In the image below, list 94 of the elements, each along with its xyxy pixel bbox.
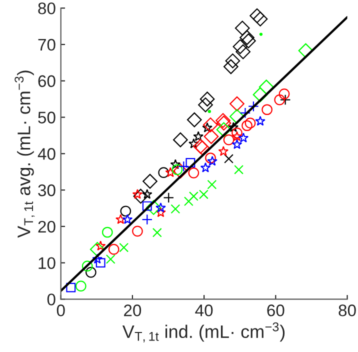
point	[102, 226, 113, 238]
point	[252, 12, 268, 26]
point	[207, 180, 217, 190]
y-tick-label: 10	[38, 257, 56, 270]
point	[234, 20, 250, 36]
point	[228, 122, 239, 132]
point	[173, 164, 188, 179]
point	[255, 116, 266, 126]
y-tick-label: 70	[38, 38, 56, 51]
point	[274, 94, 286, 106]
point	[186, 158, 196, 168]
point	[132, 226, 143, 237]
x-tick-label: 0	[56, 304, 65, 316]
point	[200, 162, 211, 172]
point	[223, 134, 234, 146]
x-axis-title: V$_{T,1t}$ ind. (mL· cm$^{−3}$)	[122, 322, 285, 342]
point	[232, 39, 248, 54]
point	[224, 154, 234, 164]
point	[108, 244, 120, 255]
point	[250, 8, 264, 24]
point	[207, 156, 218, 166]
y-tick-label: 80	[38, 2, 56, 14]
point	[248, 100, 259, 112]
point	[188, 138, 199, 148]
point	[156, 207, 166, 218]
point	[170, 159, 181, 170]
point	[184, 196, 194, 206]
point	[152, 228, 162, 238]
point	[238, 132, 249, 142]
point	[278, 88, 290, 100]
point	[92, 254, 103, 264]
point	[120, 206, 132, 217]
x-tick-label: 80	[338, 304, 356, 316]
point	[242, 120, 252, 132]
point	[216, 122, 232, 138]
point	[236, 44, 251, 60]
point	[203, 117, 218, 132]
point	[230, 96, 244, 112]
point	[244, 118, 256, 128]
y-tick-label: 20	[38, 220, 56, 233]
y-tick-label: 40	[38, 148, 56, 160]
y-tick-label: 0	[47, 294, 56, 306]
point	[115, 214, 126, 224]
point	[142, 174, 158, 189]
point	[75, 280, 86, 292]
point	[142, 214, 153, 225]
point	[240, 107, 251, 118]
point	[252, 87, 268, 102]
point	[200, 92, 215, 106]
x-tick-label: 20	[124, 304, 142, 316]
point	[186, 112, 202, 128]
point	[193, 131, 204, 142]
y-tick-label: 50	[38, 112, 56, 124]
point	[106, 254, 116, 264]
y-tick-label: 30	[38, 184, 56, 196]
point	[262, 104, 272, 116]
point	[232, 131, 242, 142]
point	[119, 242, 129, 252]
y-axis-title: V$_{T,1t}$ avg. (mL· cm$^{−3}$)	[14, 70, 35, 238]
point	[216, 113, 230, 128]
point	[86, 266, 96, 278]
point	[188, 168, 200, 178]
point	[223, 59, 238, 74]
x-tick-label: 40	[195, 304, 213, 316]
point	[205, 152, 216, 164]
point	[82, 260, 93, 272]
point	[173, 132, 188, 148]
point	[198, 97, 213, 112]
point	[142, 201, 152, 211]
point	[216, 116, 232, 131]
point	[146, 200, 162, 215]
point	[142, 188, 152, 199]
point	[208, 110, 212, 114]
point	[218, 146, 229, 156]
point	[240, 30, 254, 45]
point	[158, 167, 170, 178]
point	[66, 282, 76, 292]
point	[232, 139, 242, 150]
point	[170, 204, 180, 214]
point	[122, 214, 133, 224]
x-tick-label: 60	[267, 304, 284, 316]
y-tick-label: 60	[38, 75, 56, 88]
point	[133, 188, 148, 204]
point	[163, 192, 174, 204]
point	[225, 53, 240, 68]
point	[241, 33, 256, 48]
point	[280, 94, 291, 106]
point	[96, 258, 106, 268]
point	[204, 129, 219, 144]
point	[156, 202, 166, 212]
point	[165, 167, 176, 178]
point	[259, 32, 263, 36]
point	[232, 127, 242, 138]
point	[234, 164, 244, 174]
